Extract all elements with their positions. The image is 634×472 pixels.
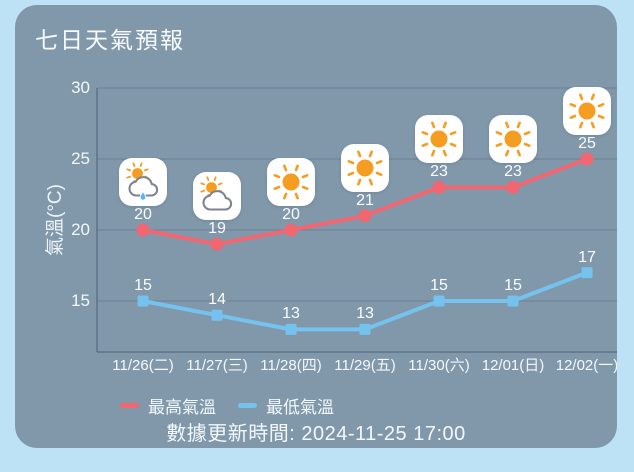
low-temp-label: 15 xyxy=(134,277,152,294)
high-temp-label: 20 xyxy=(282,206,300,223)
x-axis-label: 11/29(五) xyxy=(334,357,396,374)
weather-icon-sunny xyxy=(415,115,463,164)
high-temp-label: 19 xyxy=(208,220,226,238)
weather-icon-sunny xyxy=(341,143,389,192)
legend-item-low-temp: 最低氣溫 xyxy=(238,393,334,418)
x-axis-label: 12/01(日) xyxy=(481,357,545,374)
high-temp-marker xyxy=(432,180,446,194)
high-temp-label: 20 xyxy=(134,206,152,223)
page-title: 七日天氣預報 xyxy=(35,27,185,53)
y-axis-tick: 30 xyxy=(71,78,90,97)
high-temp-label: 25 xyxy=(578,135,596,152)
x-axis-label: 11/28(四) xyxy=(260,357,322,374)
x-axis-label: 12/02(一) xyxy=(555,357,617,374)
low-temp-marker xyxy=(581,267,593,279)
y-axis-tick: 25 xyxy=(71,149,90,168)
high-temp-marker xyxy=(136,223,150,237)
x-axis-label: 11/26(二) xyxy=(112,357,174,374)
high-temp-marker xyxy=(506,180,520,194)
temperature-chart: 30 25 20 15 11/26(二) 11/27(三) 11/28(四) 11/29(五)… xyxy=(15,5,617,448)
weather-icon-sunny xyxy=(489,115,537,164)
y-axis-tick: 20 xyxy=(71,220,90,239)
high-temp-marker xyxy=(284,223,298,237)
low-temp-marker xyxy=(433,295,445,307)
x-axis-label: 11/27(三) xyxy=(186,357,248,374)
low-temp-label: 13 xyxy=(356,305,374,323)
low-temp-marker xyxy=(285,323,297,335)
low-temp-label: 17 xyxy=(578,248,596,266)
weather-icon-cloud-sun-rain xyxy=(119,158,167,206)
y-axis-tick: 15 xyxy=(71,291,90,310)
low-temp-marker xyxy=(359,323,371,335)
update-time: 數據更新時間: 2024-11-25 17:00 xyxy=(166,423,466,445)
low-temp-legend-label: 最低氣溫 xyxy=(266,398,334,417)
low-temp-label: 15 xyxy=(430,277,448,294)
low-temp-label: 13 xyxy=(282,305,300,323)
low-temp-legend-marker xyxy=(238,403,257,408)
high-temp-legend-marker xyxy=(120,403,139,408)
weather-icon-sunny xyxy=(267,158,315,206)
high-temp-label: 21 xyxy=(356,191,374,209)
low-temp-marker xyxy=(507,295,519,307)
high-temp-marker xyxy=(358,209,372,223)
x-axis-label: 11/30(六) xyxy=(408,357,470,374)
low-temp-marker xyxy=(211,309,223,321)
chart-legend: 最高氣溫 最低氣溫 xyxy=(120,393,334,418)
high-temp-label: 23 xyxy=(430,163,448,181)
low-temp-marker xyxy=(137,295,149,307)
weather-icon-sunny xyxy=(563,87,611,135)
low-temp-label: 15 xyxy=(504,277,522,294)
legend-item-high-temp: 最高氣溫 xyxy=(120,393,216,418)
low-temp-label: 14 xyxy=(208,291,226,309)
chart-canvas xyxy=(96,87,617,353)
weather-card: 七日天氣預報 氣溫(°C) 30 25 20 15 11/26(二) 11/27(三) 11… xyxy=(15,5,617,448)
high-temp-marker xyxy=(580,152,594,166)
weather-icon-cloud-sun xyxy=(193,172,241,221)
high-temp-legend-label: 最高氣溫 xyxy=(148,398,216,417)
high-temp-label: 23 xyxy=(504,163,522,181)
high-temp-marker xyxy=(210,237,224,251)
